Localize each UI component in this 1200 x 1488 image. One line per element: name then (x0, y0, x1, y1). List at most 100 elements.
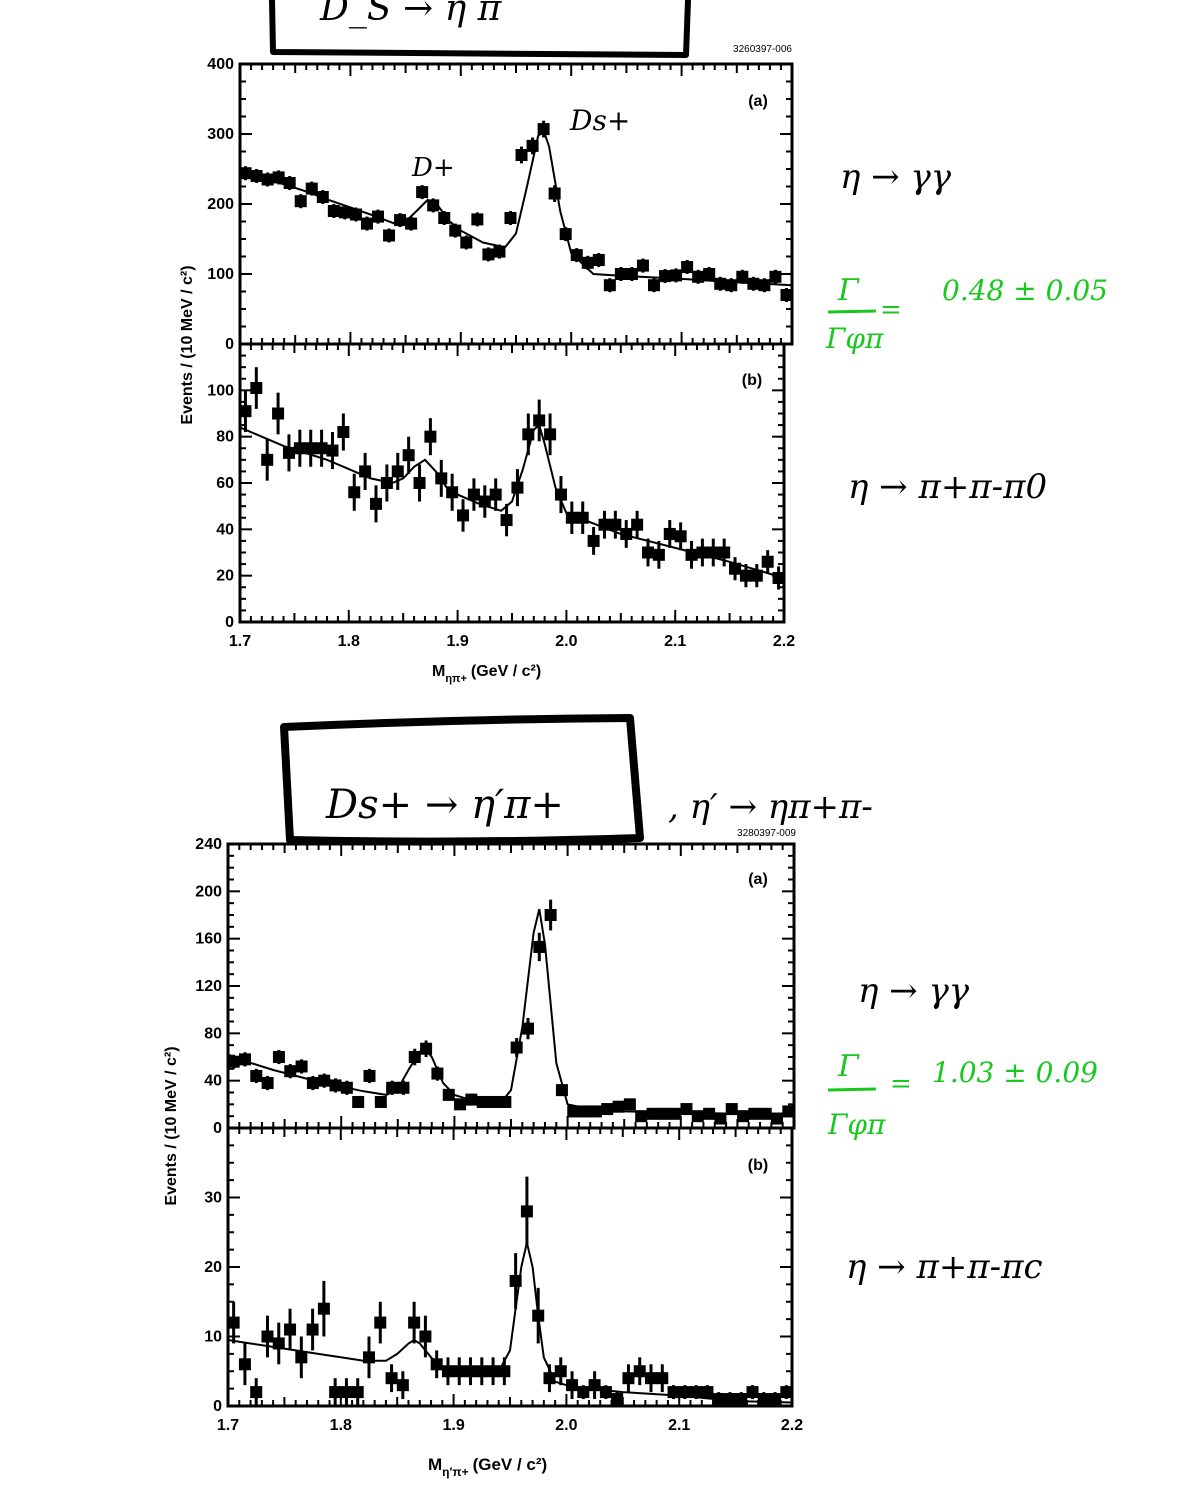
data-point (577, 1386, 590, 1399)
data-point (449, 224, 462, 237)
data-point (305, 182, 318, 195)
y-tick-label: 0 (213, 1398, 222, 1415)
data-point (475, 1365, 488, 1378)
data-point (526, 139, 539, 152)
y-tick-label: 0 (213, 1120, 222, 1137)
data-point (533, 414, 546, 427)
data-point (657, 1107, 670, 1120)
data-point (646, 1107, 659, 1120)
data-point (419, 1330, 432, 1343)
data-point (543, 1372, 556, 1385)
data-point (578, 1105, 591, 1118)
fig1-ratio-denominator: Γφπ (825, 322, 884, 355)
fig2-xlabel-sub: η′π+ (442, 1465, 468, 1479)
data-point (476, 1095, 489, 1108)
data-point (725, 1103, 738, 1116)
data-point (380, 477, 393, 489)
data-point (499, 1095, 512, 1108)
data-point (427, 199, 440, 212)
data-point (408, 1316, 421, 1329)
data-point (736, 270, 749, 283)
data-point (690, 1386, 703, 1399)
data-point (385, 1372, 398, 1385)
data-point (478, 495, 491, 508)
data-point (431, 1067, 444, 1080)
data-point (533, 940, 546, 953)
data-point (465, 1093, 478, 1106)
data-point (326, 444, 339, 457)
y-tick-label: 160 (195, 931, 222, 948)
data-point (238, 1053, 251, 1066)
data-point (405, 217, 418, 230)
data-point (363, 1069, 376, 1082)
data-point (471, 213, 484, 226)
data-point (581, 256, 594, 269)
data-point (685, 548, 698, 561)
fig1-hand-box (269, 0, 691, 58)
data-point (430, 1358, 443, 1371)
fig1-peak-label-d: D+ (411, 153, 455, 183)
data-point (250, 170, 263, 182)
data-point (261, 1330, 274, 1343)
data-point (261, 1077, 274, 1090)
x-tick-label: 1.8 (330, 1417, 352, 1434)
fig1-ratio-equals: = (880, 295, 902, 325)
x-tick-label: 2.2 (773, 633, 795, 650)
data-point (769, 270, 782, 283)
data-point (238, 1358, 251, 1371)
data-point (363, 1351, 375, 1364)
data-point (780, 1386, 793, 1399)
x-tick-label: 1.7 (217, 1417, 239, 1434)
data-point (284, 1323, 297, 1336)
fig2-xlabel-main: M (428, 1455, 442, 1474)
fig1-xlabel-main: M (432, 663, 445, 680)
data-point (306, 1323, 319, 1336)
fig1-figure-id: 3260397-006 (733, 44, 792, 55)
fig2-box-title: Ds+ → η′π+ (325, 782, 564, 828)
data-point (295, 1060, 308, 1073)
data-point (352, 1095, 365, 1108)
y-tick-label: 80 (204, 1025, 222, 1042)
data-point (340, 1081, 353, 1094)
data-point (758, 279, 771, 292)
data-point (272, 1337, 285, 1350)
y-tick-label: 120 (195, 978, 222, 995)
fig2-figure-id: 3280397-009 (737, 828, 796, 839)
data-point (397, 1081, 410, 1094)
y-tick-label: 40 (204, 1073, 222, 1090)
fig2-note-a-decay: η → γγ (858, 971, 970, 1011)
data-point (520, 1205, 533, 1218)
data-point (315, 442, 328, 455)
fig2-ratio-equals: = (890, 1069, 912, 1099)
fig1-peak-label-ds: Ds+ (569, 104, 630, 137)
data-point (565, 511, 578, 524)
data-point (635, 1110, 648, 1123)
data-point (544, 428, 557, 441)
y-tick-label: 200 (195, 883, 222, 900)
data-point (327, 205, 340, 217)
data-point (261, 453, 274, 466)
y-tick-label: 40 (216, 521, 234, 538)
data-point (488, 1095, 501, 1108)
data-point (272, 407, 285, 420)
data-point (446, 486, 459, 499)
data-point (757, 1393, 770, 1406)
data-point (707, 546, 720, 559)
data-point (759, 1107, 772, 1120)
data-point (625, 268, 638, 280)
data-point (338, 206, 351, 219)
data-point (598, 518, 611, 531)
data-point (712, 1393, 725, 1406)
fig1-ylabel: Events / (10 MeV / c²) (179, 265, 196, 424)
data-point (424, 430, 437, 443)
data-point (493, 245, 506, 258)
data-point (554, 488, 567, 501)
y-tick-label: 240 (195, 836, 222, 853)
data-point (482, 248, 495, 261)
fig2-ratio-fraction-bar (827, 1087, 877, 1092)
fig2-ratio-numerator: Γ (837, 1049, 860, 1084)
data-point (554, 1365, 567, 1378)
data-point (348, 486, 361, 499)
data-point (349, 208, 362, 221)
data-point (656, 1372, 669, 1385)
